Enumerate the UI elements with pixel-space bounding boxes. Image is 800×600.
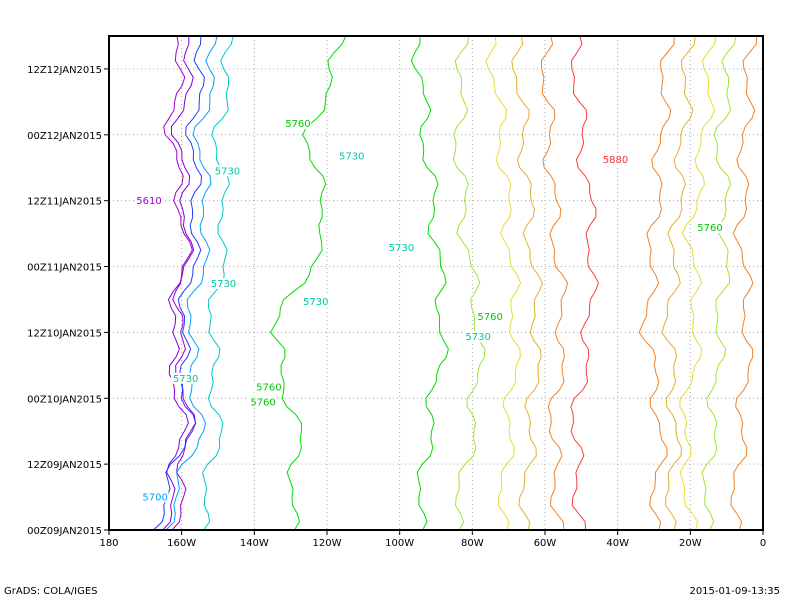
contour-label: 5730 (215, 166, 240, 177)
contour-label-bg (208, 277, 237, 289)
contour-label-bg (170, 372, 199, 384)
contour-label-bg (463, 331, 492, 343)
contour-label: 5700 (142, 492, 167, 503)
contour-label-bg (134, 194, 163, 206)
x-tick-label: 80W (461, 538, 484, 549)
contour-line (638, 35, 675, 531)
contour-line (701, 35, 737, 531)
contour-lines (153, 35, 758, 531)
y-tick-label: 12Z11JAN2015 (27, 197, 102, 208)
contour-label-bg (475, 310, 504, 322)
x-tick-label: 140W (240, 538, 269, 549)
footer-right-timestamp: 2015-01-09-13:35 (689, 586, 780, 597)
contour-label: 5760 (250, 397, 275, 408)
x-tick-label: 120W (313, 538, 342, 549)
plot-frame (108, 35, 764, 531)
contour-line (269, 35, 347, 531)
contour-line (153, 35, 205, 531)
contour-label: 5880 (603, 155, 628, 166)
contour-label: 5730 (303, 297, 328, 308)
y-tick-label: 12Z10JAN2015 (27, 328, 102, 339)
contour-line (511, 35, 543, 531)
contour-label-bg (248, 396, 277, 408)
contour-label: 5760 (256, 383, 281, 394)
contour-line (679, 35, 717, 531)
y-axis-ticks: 00Z09JAN2015 12Z09JAN2015 00Z10JAN2015 12Z1… (27, 65, 109, 537)
contour-label-bg (600, 153, 629, 165)
x-tick-label: 40W (606, 538, 629, 549)
x-tick-label: 100W (385, 538, 414, 549)
contour-label: 5730 (389, 243, 414, 254)
contour-label: 5760 (477, 312, 502, 323)
x-tick-label: 60W (534, 538, 557, 549)
y-tick-label: 00Z09JAN2015 (27, 526, 102, 537)
contour-label-bg (301, 295, 330, 307)
contour-label: 5730 (173, 374, 198, 385)
contour-label-bg (212, 165, 241, 177)
x-axis-ticks: 180 160W 140W 120W 100W 80W 60W 40W 20W 0 (99, 530, 766, 549)
contour-line (165, 35, 218, 531)
x-tick-label: 20W (679, 538, 702, 549)
y-tick-label: 00Z12JAN2015 (27, 131, 102, 142)
contour-line (730, 35, 758, 531)
contour-line (452, 35, 486, 531)
x-tick-label: 180 (99, 538, 118, 549)
contour-label-bg (386, 242, 415, 254)
footer-left-text: GrADS: COLA/IGES (4, 586, 98, 597)
x-tick-label: 0 (760, 538, 766, 549)
contour-label: 5610 (136, 196, 161, 207)
contour-label: 5760 (697, 223, 722, 234)
contour-label: 5730 (339, 152, 364, 163)
contour-line (162, 36, 195, 531)
y-tick-label: 12Z09JAN2015 (27, 460, 102, 471)
contour-label-bg (336, 150, 365, 162)
contour-label: 5730 (465, 332, 490, 343)
contour-line (570, 35, 600, 531)
contour-label-bg (140, 491, 169, 503)
contour-labels: 5610 5700 5730 5730 5730 5730 5730 5730 5730 5760… (134, 118, 724, 503)
contour-line (661, 35, 696, 531)
contour-line (485, 35, 522, 531)
grid-lines (109, 36, 763, 530)
x-tick-label: 160W (167, 538, 196, 549)
contour-label-bg (695, 221, 724, 233)
contour-label: 5760 (285, 119, 310, 130)
y-tick-label: 00Z11JAN2015 (27, 263, 102, 274)
contour-line (410, 35, 449, 531)
contour-label-bg (254, 381, 283, 393)
y-tick-label: 00Z10JAN2015 (27, 394, 102, 405)
contour-label: 5730 (211, 279, 236, 290)
contour-label-bg (283, 118, 312, 130)
contour-line (540, 35, 569, 531)
y-tick-label: 12Z12JAN2015 (27, 65, 102, 76)
